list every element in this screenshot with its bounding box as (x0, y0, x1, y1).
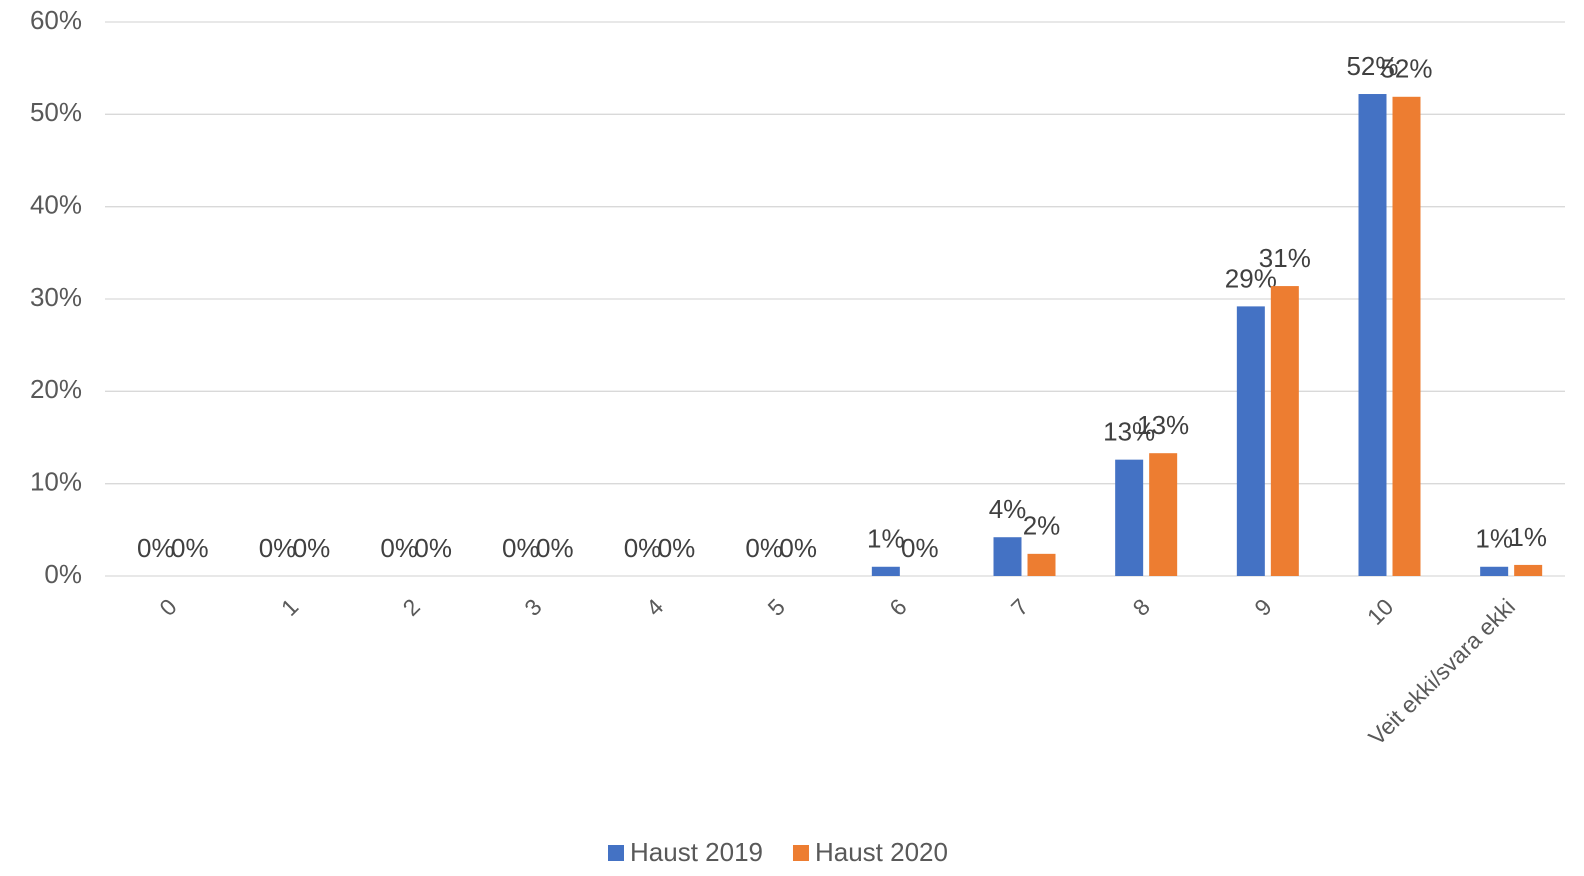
data-label: 0% (502, 533, 540, 563)
x-tick-label: 3 (519, 593, 546, 620)
bar (1480, 566, 1509, 576)
data-label: 0% (745, 533, 783, 563)
y-tick-label: 10% (30, 467, 82, 497)
data-label: 0% (380, 533, 418, 563)
bar (1514, 564, 1543, 576)
x-tick-label: 1 (276, 593, 303, 620)
data-label: 13% (1103, 417, 1155, 447)
data-label: 52% (1380, 54, 1432, 84)
data-label: 0% (414, 533, 452, 563)
y-tick-label: 40% (30, 190, 82, 220)
x-tick-label: 0 (154, 593, 181, 620)
data-label: 29% (1225, 263, 1277, 293)
x-tick-label: 6 (884, 593, 911, 620)
y-tick-label: 20% (30, 374, 82, 404)
data-label: 0% (536, 533, 574, 563)
y-tick-label: 0% (44, 559, 82, 589)
y-tick-label: 30% (30, 282, 82, 312)
data-label: 4% (989, 494, 1027, 524)
data-label: 13% (1137, 410, 1189, 440)
x-tick-label: 8 (1128, 593, 1155, 620)
x-tick-label: 5 (763, 593, 790, 620)
data-label: 2% (1023, 511, 1061, 541)
data-label: 0% (901, 533, 939, 563)
y-tick-label: 60% (30, 5, 82, 35)
x-tick-label: 9 (1249, 593, 1276, 620)
legend-swatch (792, 845, 809, 861)
data-label: 31% (1259, 243, 1311, 273)
data-label: 0% (779, 533, 817, 563)
bar (1270, 286, 1299, 576)
bar (1392, 96, 1421, 576)
bar (871, 566, 900, 576)
legend-label: Haust 2020 (815, 837, 948, 867)
x-tick-label: 10 (1362, 593, 1398, 629)
data-label: 0% (137, 533, 175, 563)
data-label: 1% (867, 524, 905, 554)
data-label: 1% (1475, 524, 1513, 554)
x-tick-label: 4 (641, 593, 669, 621)
bar (1115, 459, 1144, 576)
legend-swatch (608, 845, 624, 861)
bar (1149, 453, 1178, 576)
legend-label: Haust 2019 (630, 837, 763, 867)
data-label: 52% (1346, 51, 1398, 81)
bar (1027, 553, 1056, 576)
bar (993, 537, 1022, 576)
bar (1236, 306, 1265, 576)
data-label: 0% (658, 533, 696, 563)
data-label: 0% (293, 533, 331, 563)
data-label: 0% (624, 533, 662, 563)
data-label: 1% (1509, 522, 1547, 552)
data-label: 0% (171, 533, 209, 563)
y-tick-label: 50% (30, 97, 82, 127)
x-tick-label: 7 (1006, 593, 1033, 620)
data-label: 0% (259, 533, 297, 563)
bar (1358, 94, 1387, 577)
x-tick-label: 2 (398, 593, 425, 620)
